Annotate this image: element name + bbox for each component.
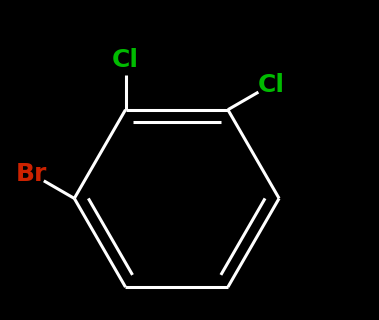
Text: Cl: Cl — [112, 48, 139, 72]
Text: Br: Br — [16, 162, 47, 186]
Text: Cl: Cl — [257, 73, 284, 97]
